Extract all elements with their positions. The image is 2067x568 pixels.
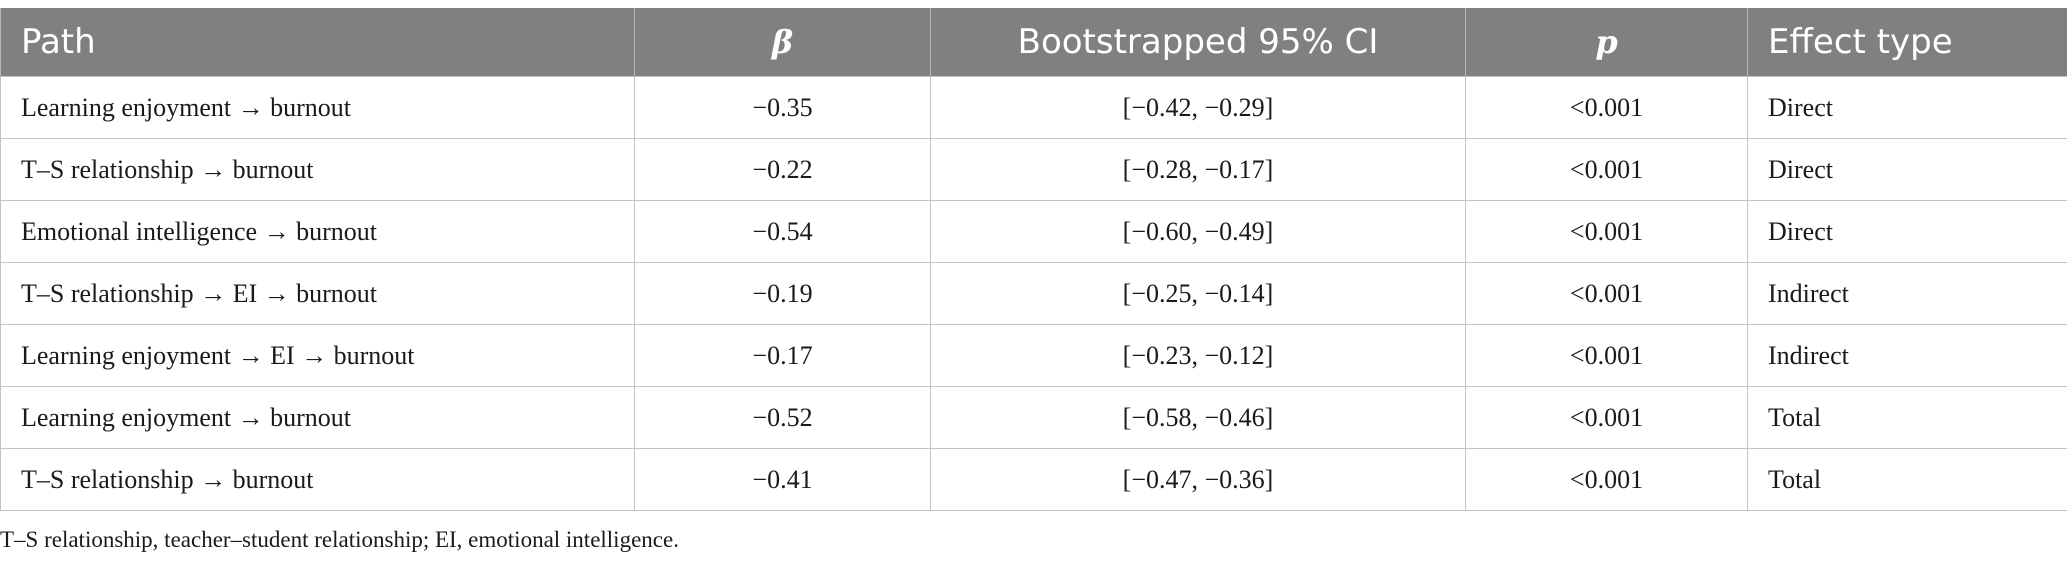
header-effect-type: Effect type: [1747, 8, 2067, 77]
cell-path: T–S relationship → burnout: [0, 138, 635, 201]
cell-beta: −0.52: [634, 386, 931, 449]
table-row: T–S relationship → burnout −0.22 [−0.28,…: [0, 138, 2067, 201]
table-header: Path β Bootstrapped 95% CI p Effect type: [0, 8, 2067, 77]
cell-beta: −0.22: [634, 138, 931, 201]
cell-ci: [−0.28, −0.17]: [930, 138, 1466, 201]
cell-ci: [−0.60, −0.49]: [930, 200, 1466, 263]
cell-effect-type: Total: [1747, 448, 2067, 511]
cell-p: <0.001: [1465, 138, 1748, 201]
cell-effect-type: Indirect: [1747, 262, 2067, 325]
cell-path: T–S relationship → EI → burnout: [0, 262, 635, 325]
cell-ci: [−0.58, −0.46]: [930, 386, 1466, 449]
cell-beta: −0.35: [634, 76, 931, 139]
cell-effect-type: Direct: [1747, 138, 2067, 201]
cell-path: Learning enjoyment → EI → burnout: [0, 324, 635, 387]
table-footnote: T–S relationship, teacher–student relati…: [0, 527, 679, 552]
header-path: Path: [0, 8, 635, 77]
cell-effect-type: Total: [1747, 386, 2067, 449]
cell-beta: −0.54: [634, 200, 931, 263]
cell-effect-type: Direct: [1747, 76, 2067, 139]
table-row: Learning enjoyment → EI → burnout −0.17 …: [0, 324, 2067, 387]
cell-p: <0.001: [1465, 200, 1748, 263]
cell-path: Learning enjoyment → burnout: [0, 76, 635, 139]
cell-p: <0.001: [1465, 386, 1748, 449]
table-row: T–S relationship → burnout −0.41 [−0.47,…: [0, 448, 2067, 511]
mediation-results-table: Path β Bootstrapped 95% CI p Effect type…: [0, 8, 2067, 511]
results-table-container: Path β Bootstrapped 95% CI p Effect type…: [0, 8, 2067, 511]
header-row: Path β Bootstrapped 95% CI p Effect type: [0, 8, 2067, 77]
table-row: Learning enjoyment → burnout −0.35 [−0.4…: [0, 76, 2067, 139]
cell-p: <0.001: [1465, 324, 1748, 387]
cell-ci: [−0.23, −0.12]: [930, 324, 1466, 387]
cell-p: <0.001: [1465, 262, 1748, 325]
table-row: Emotional intelligence → burnout −0.54 […: [0, 200, 2067, 263]
cell-path: Emotional intelligence → burnout: [0, 200, 635, 263]
cell-path: Learning enjoyment → burnout: [0, 386, 635, 449]
header-ci: Bootstrapped 95% CI: [930, 8, 1466, 77]
cell-ci: [−0.25, −0.14]: [930, 262, 1466, 325]
cell-p: <0.001: [1465, 448, 1748, 511]
table-body: Learning enjoyment → burnout −0.35 [−0.4…: [0, 76, 2067, 511]
header-p: p: [1465, 8, 1748, 77]
cell-path: T–S relationship → burnout: [0, 448, 635, 511]
cell-ci: [−0.42, −0.29]: [930, 76, 1466, 139]
cell-p: <0.001: [1465, 76, 1748, 139]
table-row: T–S relationship → EI → burnout −0.19 [−…: [0, 262, 2067, 325]
cell-beta: −0.19: [634, 262, 931, 325]
table-row: Learning enjoyment → burnout −0.52 [−0.5…: [0, 386, 2067, 449]
cell-beta: −0.41: [634, 448, 931, 511]
header-beta: β: [634, 8, 931, 77]
cell-effect-type: Indirect: [1747, 324, 2067, 387]
cell-beta: −0.17: [634, 324, 931, 387]
cell-effect-type: Direct: [1747, 200, 2067, 263]
cell-ci: [−0.47, −0.36]: [930, 448, 1466, 511]
